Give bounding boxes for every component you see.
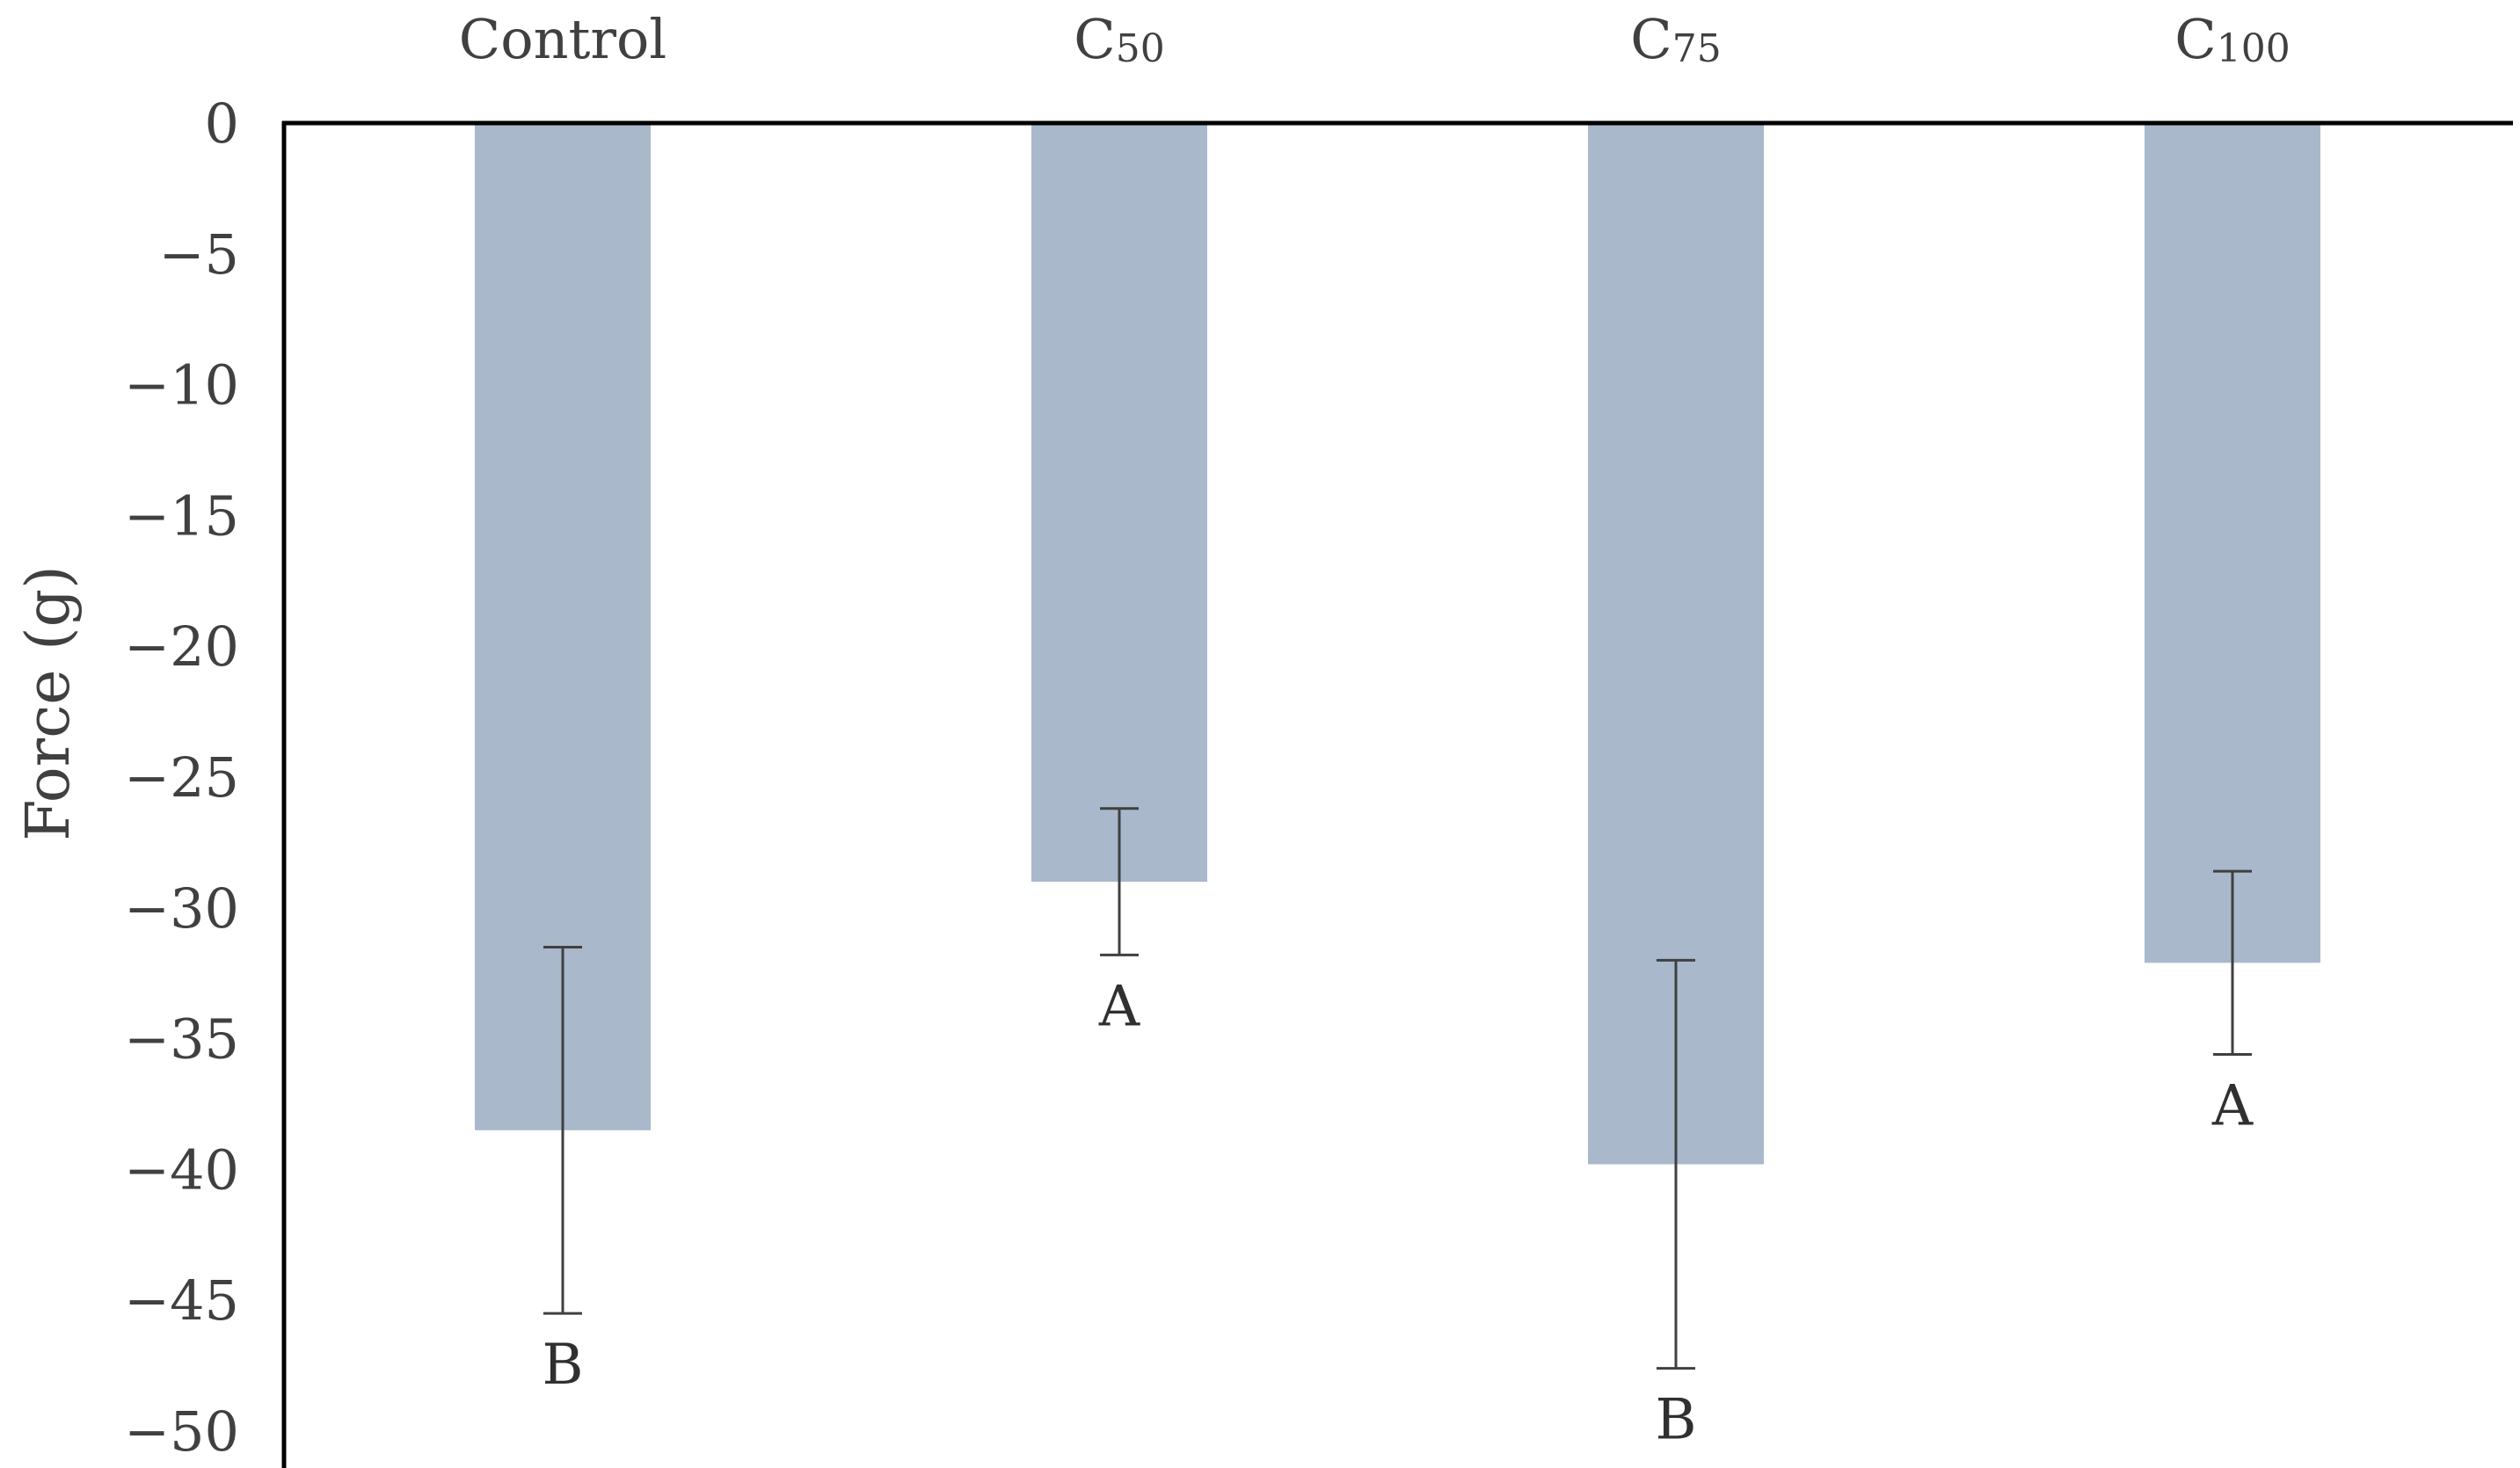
category-labels: Control C50 C75 C100 <box>459 7 2291 71</box>
y-tick-label: −25 <box>124 745 239 810</box>
y-tick-label: −5 <box>159 222 239 287</box>
category-label: Control <box>459 7 666 71</box>
category-label-base: C <box>1074 7 1115 71</box>
y-tick-labels: 0 −5 −10 −15 −20 −25 −30 −35 −40 −45 −50 <box>124 91 239 1464</box>
category-label: C100 <box>2174 7 2290 71</box>
significance-letter: A <box>1098 974 1140 1039</box>
bars <box>475 123 2320 1165</box>
significance-letter: B <box>1655 1388 1696 1453</box>
y-tick-label: −30 <box>124 876 239 941</box>
y-tick-label: 0 <box>205 91 239 156</box>
bar <box>2145 123 2320 963</box>
y-tick-label: −40 <box>124 1137 239 1202</box>
y-tick-label: −20 <box>124 614 239 679</box>
error-bar <box>1657 958 1695 1370</box>
error-bar <box>2213 869 2252 1056</box>
significance-letters: B A B A <box>542 974 2253 1452</box>
category-label-subscript: 75 <box>1672 26 1722 71</box>
error-bar <box>1100 807 1139 956</box>
y-tick-label: −50 <box>124 1399 239 1464</box>
category-label-base: C <box>1630 7 1672 71</box>
y-tick-label: −15 <box>124 483 239 548</box>
category-label-subscript: 50 <box>1116 26 1165 71</box>
significance-letter: A <box>2211 1073 2254 1138</box>
category-label-subscript: 100 <box>2217 26 2291 71</box>
error-bar <box>543 945 582 1315</box>
y-tick-label: −45 <box>124 1268 239 1333</box>
category-label: C75 <box>1630 7 1721 71</box>
category-label: C50 <box>1074 7 1164 71</box>
category-label-base: C <box>2174 7 2216 71</box>
bar <box>1031 123 1207 883</box>
significance-letter: B <box>542 1333 583 1398</box>
y-tick-label: −35 <box>124 1007 239 1072</box>
error-bars <box>543 807 2252 1370</box>
y-tick-label: −10 <box>124 353 239 418</box>
category-label-base: Control <box>459 7 666 71</box>
y-axis-title: Force (g) <box>14 565 84 840</box>
